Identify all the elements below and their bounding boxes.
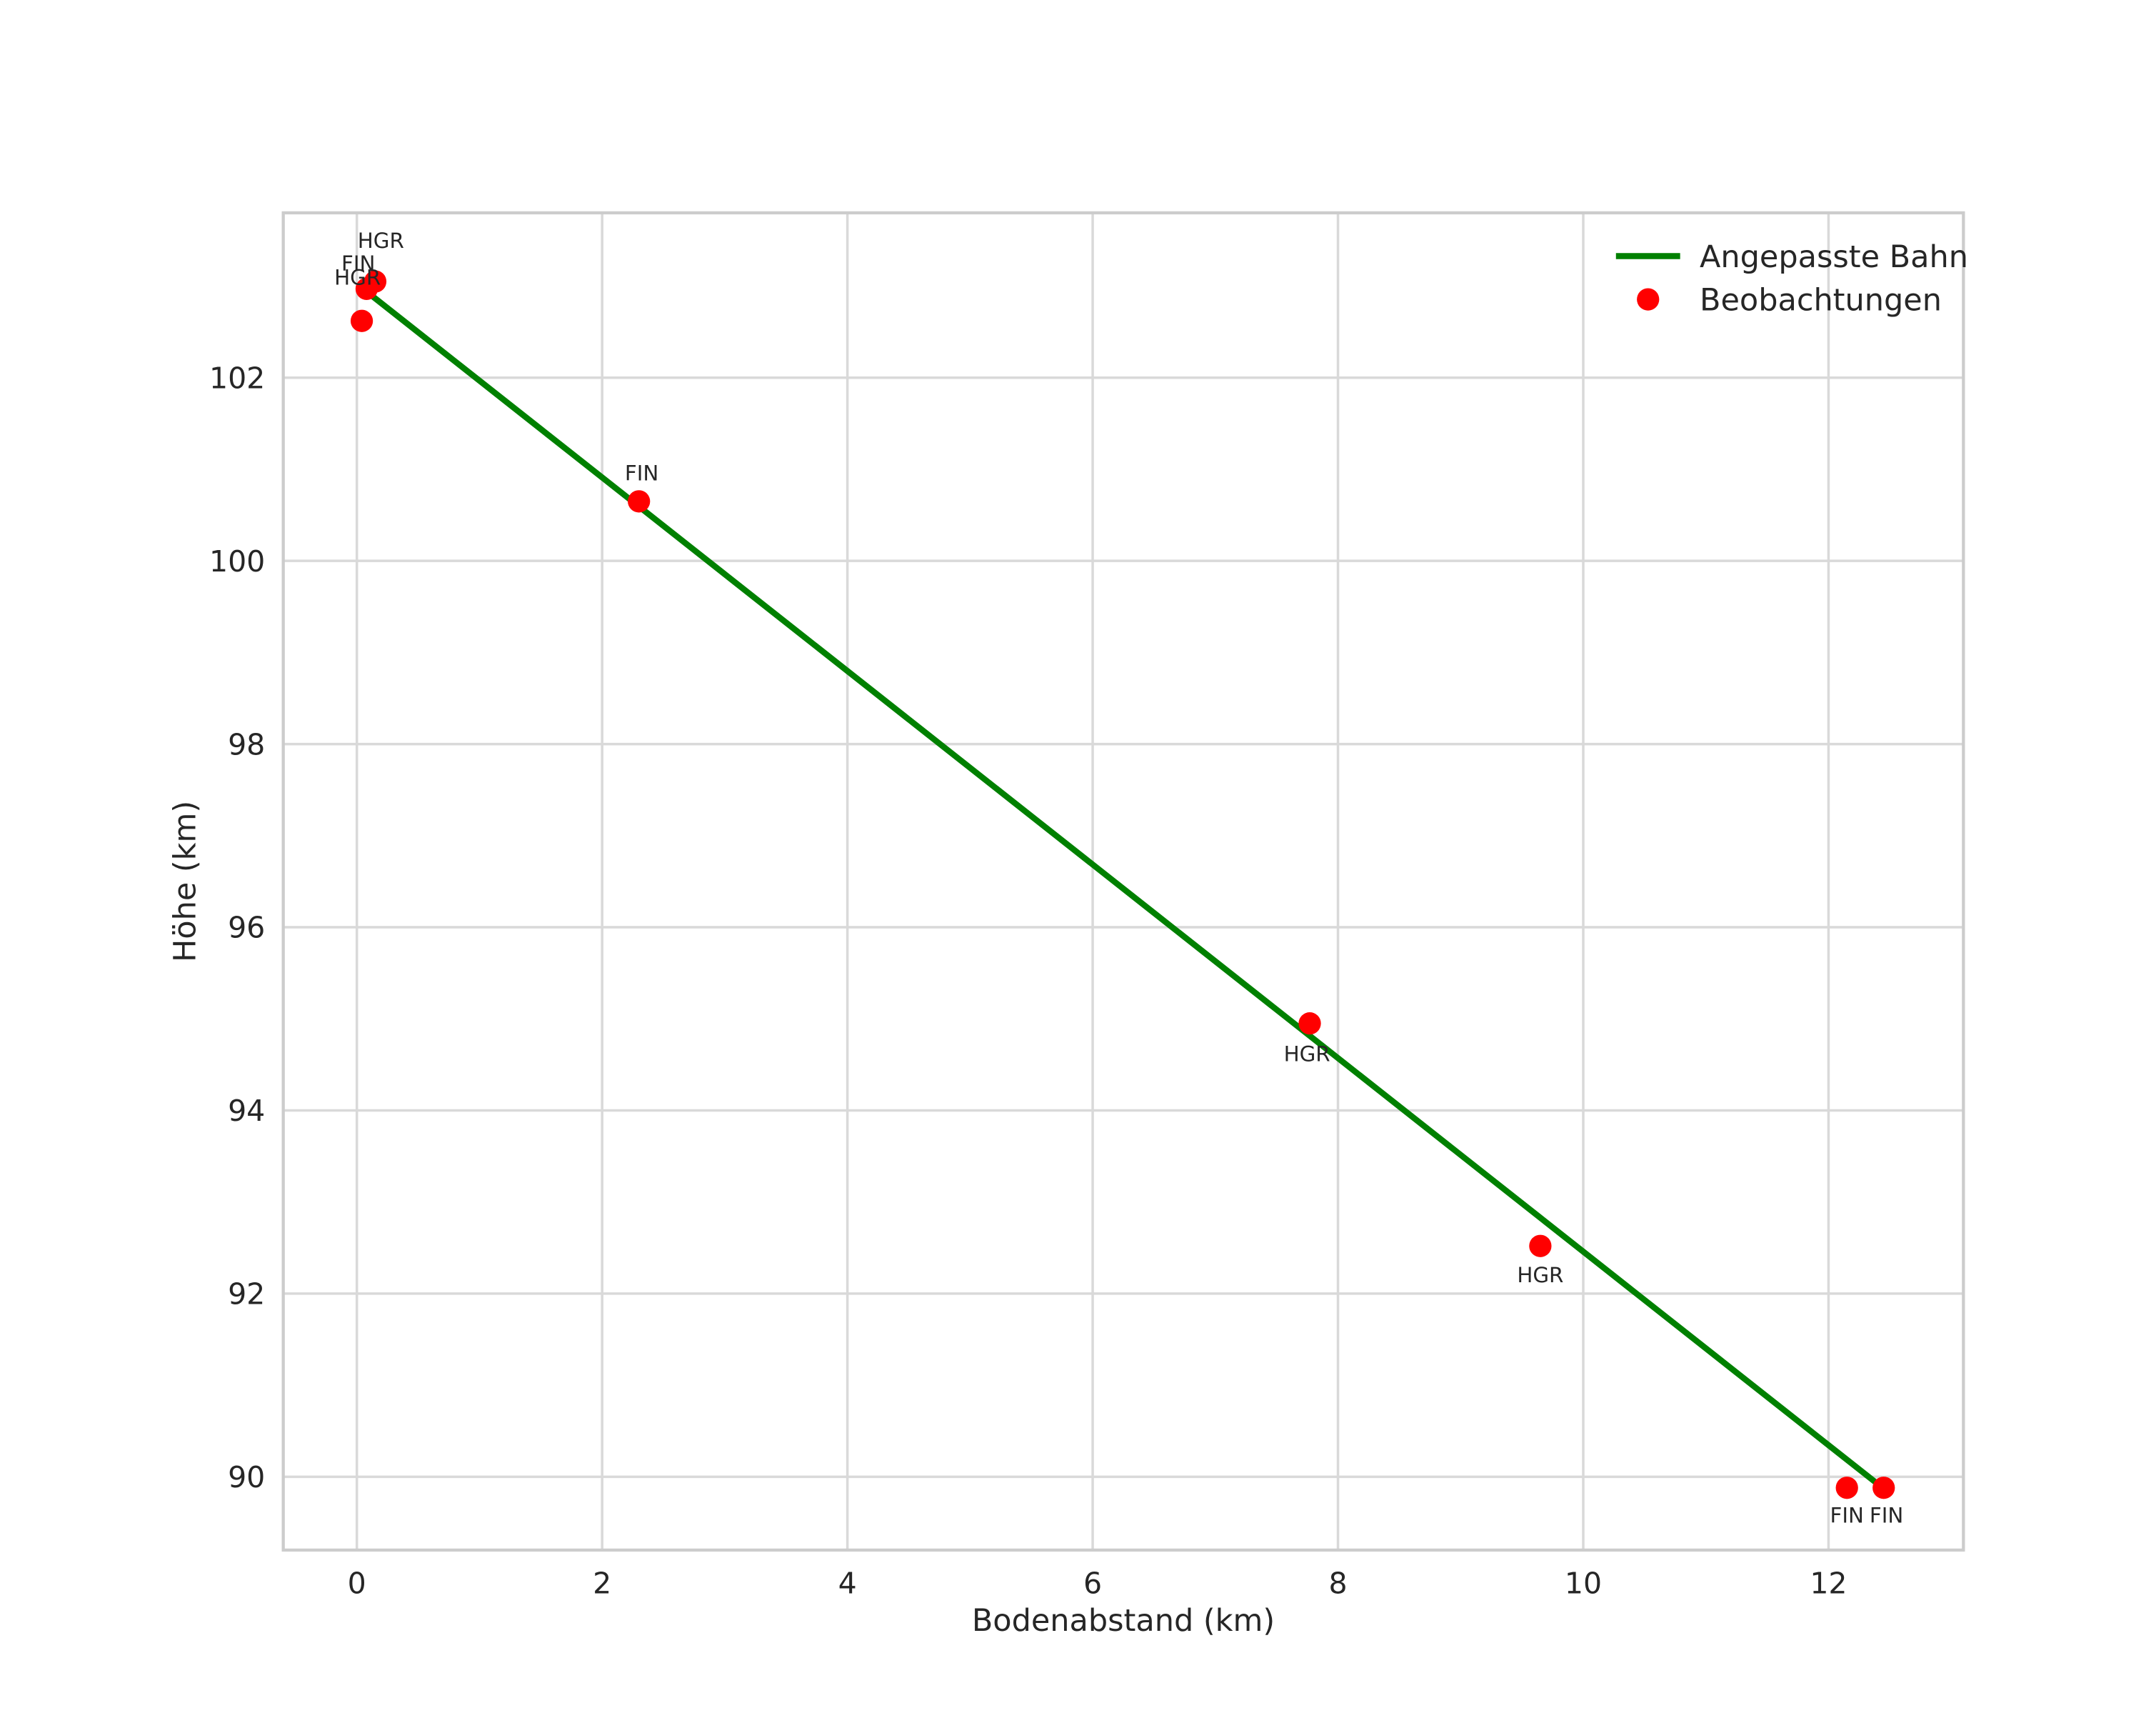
legend-label-observations: Beobachtungen bbox=[1700, 283, 1942, 319]
point-label: HGR bbox=[1517, 1263, 1563, 1287]
x-axis-label: Bodenabstand (km) bbox=[972, 1603, 1275, 1639]
x-tick-label: 10 bbox=[1565, 1566, 1602, 1600]
grid bbox=[281, 211, 1965, 1552]
axis-ticks: 0 2 4 6 8 10 12 90 92 94 96 98 100 102 bbox=[209, 361, 1847, 1600]
data-point bbox=[1529, 1234, 1552, 1257]
y-tick-label: 98 bbox=[228, 727, 265, 761]
data-point bbox=[1872, 1477, 1895, 1499]
data-point bbox=[1835, 1477, 1858, 1499]
y-tick-label: 94 bbox=[228, 1094, 265, 1128]
x-tick-label: 0 bbox=[348, 1566, 366, 1600]
x-tick-label: 4 bbox=[838, 1566, 857, 1600]
x-tick-label: 8 bbox=[1328, 1566, 1347, 1600]
y-tick-label: 100 bbox=[209, 544, 265, 579]
y-axis-label: Höhe (km) bbox=[168, 801, 204, 962]
data-point bbox=[1298, 1012, 1321, 1035]
point-label: FIN bbox=[341, 251, 375, 276]
plot-border bbox=[281, 211, 1965, 1552]
data-point bbox=[628, 490, 651, 513]
y-tick-label: 102 bbox=[209, 361, 265, 395]
data-point bbox=[355, 277, 378, 300]
x-tick-label: 12 bbox=[1810, 1566, 1847, 1600]
fitted-trajectory-line bbox=[362, 287, 1887, 1492]
data-point bbox=[350, 309, 373, 332]
legend: Angepasste Bahn Beobachtungen bbox=[1615, 239, 1968, 319]
point-label: FIN bbox=[1830, 1504, 1863, 1528]
y-tick-label: 92 bbox=[228, 1277, 265, 1312]
point-label: HGR bbox=[334, 265, 381, 289]
x-tick-label: 6 bbox=[1083, 1566, 1102, 1600]
legend-label-fitted-line: Angepasste Bahn bbox=[1700, 239, 1968, 275]
plot-data bbox=[350, 270, 1895, 1499]
point-label: HGR bbox=[1284, 1042, 1330, 1066]
x-tick-label: 2 bbox=[593, 1566, 611, 1600]
point-label: FIN bbox=[1870, 1504, 1903, 1528]
point-label: HGR bbox=[358, 229, 404, 253]
legend-dot-sample bbox=[1637, 288, 1660, 311]
point-label: FIN bbox=[625, 461, 658, 486]
y-tick-label: 96 bbox=[228, 911, 265, 945]
y-tick-label: 90 bbox=[228, 1460, 265, 1494]
